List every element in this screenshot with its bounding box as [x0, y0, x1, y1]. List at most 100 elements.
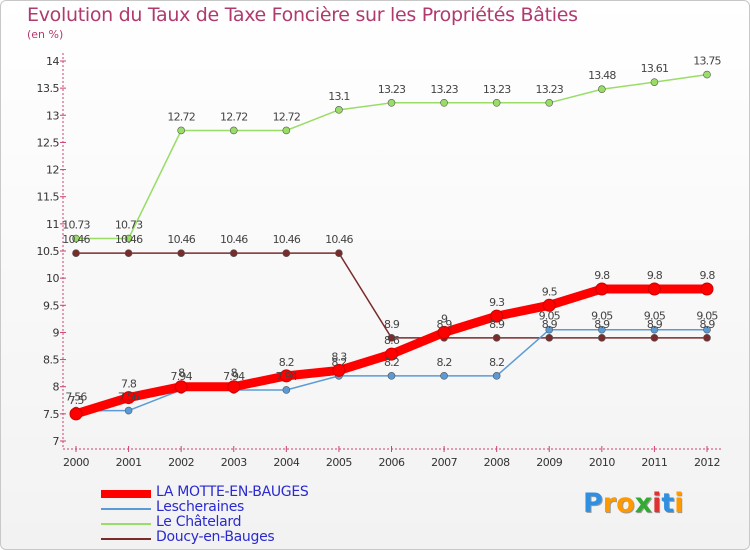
data-point — [332, 363, 346, 377]
data-point — [703, 70, 711, 79]
data-label: 9.8 — [647, 269, 663, 282]
logo-letter: i — [674, 488, 684, 519]
y-tick-label: 12 — [46, 164, 59, 177]
data-point — [385, 347, 398, 361]
data-point — [227, 380, 241, 394]
data-point — [700, 282, 714, 296]
data-label: 7.8 — [121, 378, 137, 391]
data-label: 8.9 — [384, 318, 400, 331]
data-point — [650, 334, 659, 342]
data-label: 12.72 — [220, 110, 248, 123]
data-point — [545, 325, 554, 334]
logo-letter: r — [602, 488, 617, 519]
y-tick-label: 14 — [46, 55, 59, 68]
data-label: 10.46 — [273, 233, 301, 246]
data-label: 7.56 — [118, 391, 140, 404]
data-label: 8.6 — [384, 334, 400, 347]
logo-letter: t — [661, 488, 675, 519]
data-label: 10.46 — [167, 233, 195, 246]
data-point — [598, 85, 606, 94]
data-label: 7.94 — [276, 370, 298, 383]
data-point — [282, 386, 291, 394]
data-label: 9.05 — [539, 310, 561, 323]
data-label: 9.3 — [489, 296, 505, 309]
data-point — [440, 372, 448, 380]
data-label: 8.2 — [489, 356, 504, 369]
data-label: 13.23 — [483, 83, 511, 96]
y-tick-label: 11 — [46, 218, 59, 231]
data-label: 13.48 — [588, 69, 616, 82]
data-label: 8.3 — [331, 350, 347, 363]
x-tick-label: 2000 — [63, 456, 89, 469]
data-point — [598, 325, 606, 334]
data-point — [595, 282, 609, 296]
x-tick-label: 2009 — [536, 456, 562, 469]
logo-letter: x — [634, 488, 653, 519]
data-label: 12.72 — [167, 110, 195, 123]
x-tick-label: 2006 — [379, 456, 405, 469]
data-point — [279, 369, 293, 383]
data-label: 13.23 — [430, 83, 458, 96]
x-tick-label: 2010 — [589, 456, 615, 469]
y-tick-label: 13 — [46, 109, 59, 122]
y-tick-label: 11.5 — [37, 191, 60, 204]
logo-letter: o — [616, 488, 635, 519]
data-label: 7.5 — [68, 394, 84, 407]
data-label: 8.9 — [699, 318, 715, 331]
y-tick-label: 12.5 — [37, 136, 60, 149]
data-point — [490, 309, 504, 323]
y-tick-label: 10.5 — [37, 245, 60, 258]
data-point — [124, 406, 133, 415]
data-point — [282, 249, 291, 257]
data-label: 13.75 — [693, 55, 721, 68]
proxiti-logo: Proxiti — [583, 488, 684, 519]
data-point — [545, 99, 554, 107]
x-tick-label: 2008 — [484, 456, 510, 469]
data-point — [542, 298, 556, 312]
data-point — [122, 391, 136, 405]
data-label: 13.1 — [328, 90, 349, 103]
data-label: 8.9 — [437, 318, 453, 331]
legend-label: Doucy-en-Bauges — [156, 529, 275, 545]
y-axis-unit: (en %) — [27, 28, 64, 41]
data-label: 7.56 — [65, 391, 87, 404]
data-label: 10.46 — [325, 233, 353, 246]
data-point — [492, 334, 501, 342]
y-tick-label: 9 — [53, 326, 60, 339]
y-tick-label: 8 — [53, 381, 60, 394]
data-label: 9.8 — [699, 269, 715, 282]
data-point — [282, 126, 291, 135]
x-tick-label: 2007 — [431, 456, 457, 469]
data-label: 7.94 — [223, 370, 245, 383]
legend-label: Le Châtelard — [156, 514, 242, 530]
data-label: 13.23 — [536, 83, 564, 96]
data-label: 13.23 — [378, 83, 406, 96]
data-label: 8 — [231, 367, 238, 380]
data-point — [177, 249, 185, 257]
y-tick-label: 13.5 — [37, 82, 60, 95]
legend-label: LA MOTTE-EN-BAUGES — [156, 484, 309, 500]
data-label: 8.2 — [384, 356, 399, 369]
data-point — [229, 249, 238, 257]
legend-swatch — [101, 523, 151, 525]
y-tick-label: 7 — [53, 435, 60, 448]
data-point — [492, 99, 501, 107]
data-point — [124, 249, 133, 257]
legend-swatch — [101, 490, 151, 498]
data-label: 13.61 — [641, 62, 669, 75]
logo-letter: P — [583, 488, 603, 519]
data-point — [647, 282, 661, 296]
data-point — [69, 407, 83, 421]
data-label: 8.2 — [437, 356, 452, 369]
data-point — [703, 334, 711, 342]
data-label: 8.9 — [542, 318, 558, 331]
data-label: 8.9 — [647, 318, 663, 331]
logo-letter: i — [652, 488, 662, 519]
data-label: 10.73 — [115, 219, 143, 232]
data-point — [72, 234, 80, 243]
data-point — [387, 99, 396, 107]
data-label: 9.05 — [644, 310, 666, 323]
data-label: 8.2 — [331, 356, 346, 369]
